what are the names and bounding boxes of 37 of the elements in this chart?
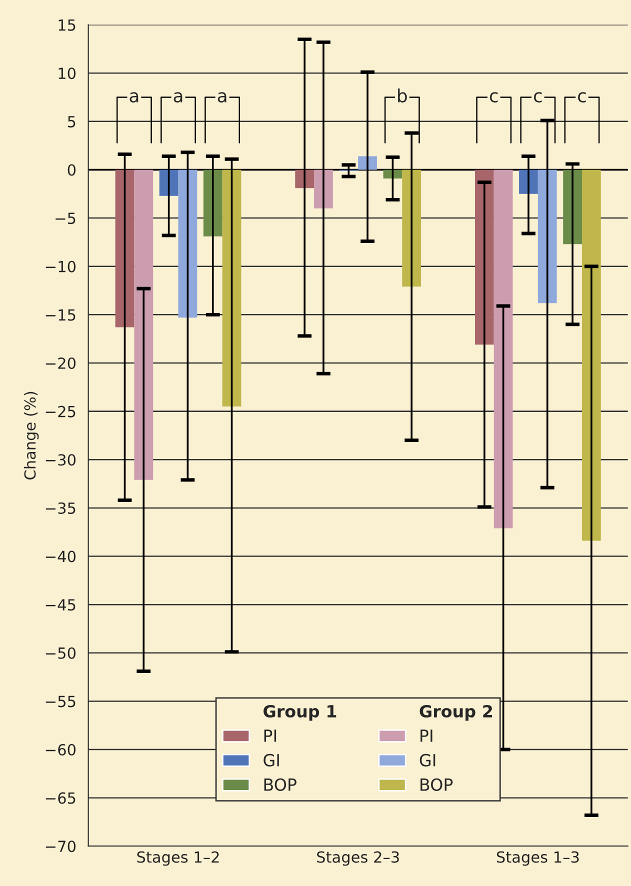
- y-tick-label: −55: [46, 696, 76, 708]
- y-tick-label: 15: [58, 19, 76, 31]
- y-tick-label: −40: [46, 550, 76, 562]
- legend-label: GI: [420, 754, 436, 766]
- legend-label: PI: [264, 730, 276, 742]
- x-tick-label: Stages 1–2: [137, 851, 219, 866]
- annotation: a: [218, 92, 226, 103]
- y-tick-label: −45: [46, 599, 76, 611]
- annotation: c: [490, 92, 498, 103]
- y-tick-label: −60: [46, 744, 76, 756]
- y-tick-label: 0: [68, 164, 76, 176]
- y-tick-label: −25: [46, 406, 76, 418]
- y-tick-label: −70: [46, 840, 76, 852]
- annotation: b: [398, 88, 407, 103]
- y-tick-label: −5: [56, 212, 76, 224]
- legend-label: PI: [420, 730, 432, 742]
- annotation: a: [130, 92, 138, 103]
- y-tick-label: −15: [46, 309, 76, 321]
- legend-label: BOP: [420, 778, 453, 791]
- annotation: c: [534, 92, 542, 103]
- y-tick-label: −65: [46, 792, 76, 804]
- y-tick-label: −20: [46, 357, 76, 370]
- y-tick-label: −35: [46, 502, 76, 514]
- annotation: Group 2: [420, 704, 492, 721]
- y-tick-label: −10: [46, 260, 76, 272]
- y-tick-label: −30: [46, 454, 76, 466]
- x-tick-label: Stages 2–3: [317, 851, 399, 866]
- legend-label: BOP: [264, 778, 296, 791]
- legend-label: GI: [264, 754, 279, 766]
- y-tick-label: 5: [68, 116, 76, 128]
- annotation: Group 1: [264, 704, 336, 721]
- annotation: a: [174, 92, 182, 103]
- y-axis-title: Change (%): [24, 392, 39, 480]
- x-tick-label: Stages 1–3: [496, 851, 579, 866]
- annotation: c: [578, 92, 586, 103]
- y-tick-label: −50: [46, 647, 76, 659]
- y-tick-label: 10: [58, 68, 76, 80]
